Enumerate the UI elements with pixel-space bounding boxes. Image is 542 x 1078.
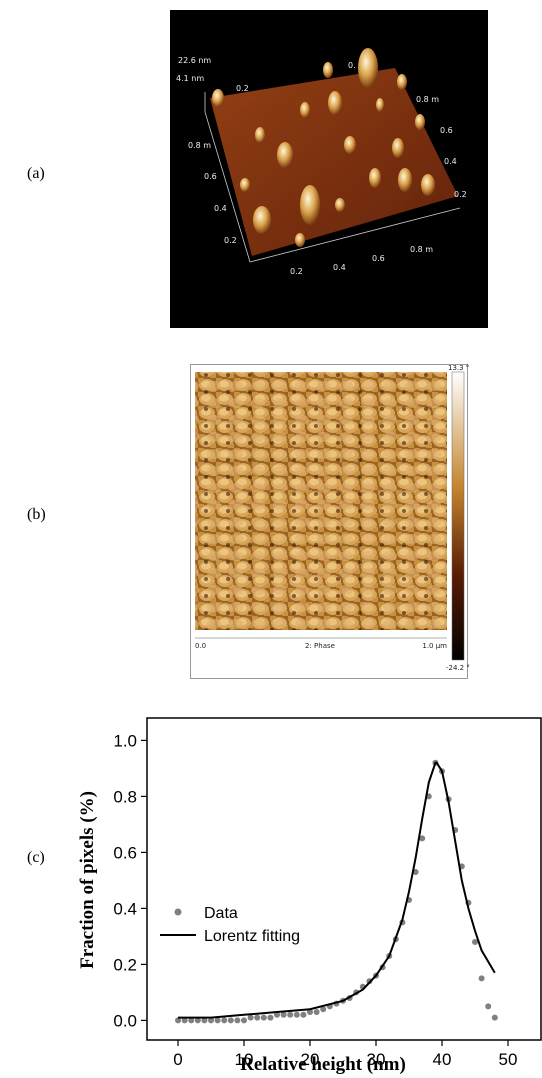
afm-3d-image: 22.6 nm 4.1 nm 0.8 m 0.6 0.4 0.2 0.2 0. … xyxy=(170,10,488,328)
x-end: 1.0 µm xyxy=(422,642,447,650)
chart: Relative height (nm) Fraction of pixels … xyxy=(77,718,541,1075)
axis-label: 0.2 xyxy=(236,84,249,93)
data-point xyxy=(267,1015,273,1021)
data-point xyxy=(241,1017,247,1023)
y-tick-label: 0.2 xyxy=(113,955,137,974)
legend-swatch xyxy=(175,909,182,916)
figure: (a) (b) (c) xyxy=(0,0,542,1078)
x-tick-label: 0 xyxy=(173,1050,182,1069)
panel-label: (b) xyxy=(27,506,46,523)
panel-label: (c) xyxy=(27,849,45,866)
channel: 2: Phase xyxy=(305,642,335,650)
legend-label: Lorentz fitting xyxy=(204,928,300,945)
data-point xyxy=(485,1003,491,1009)
axis-label: 0.2 xyxy=(290,267,303,276)
y-tick-label: 0.0 xyxy=(113,1011,137,1030)
axis-label: 0.4 xyxy=(444,157,457,166)
axis-label: 0.8 m xyxy=(188,141,211,150)
x-tick-label: 10 xyxy=(235,1050,254,1069)
axis-label: 0. xyxy=(348,61,356,70)
legend-label: Data xyxy=(204,905,238,922)
data-point xyxy=(300,1012,306,1018)
data-point xyxy=(215,1017,221,1023)
x-tick-label: 40 xyxy=(433,1050,452,1069)
scale-min: -24.2 ° xyxy=(446,664,470,672)
axis-label: 0.4 xyxy=(214,204,227,213)
data-point xyxy=(294,1012,300,1018)
axis-label: 0.6 xyxy=(440,126,453,135)
z-label: 4.1 nm xyxy=(176,74,204,83)
axis-label: 0.4 xyxy=(333,263,346,272)
data-point xyxy=(254,1015,260,1021)
data-point xyxy=(287,1012,293,1018)
axis-label: 0.2 xyxy=(454,190,467,199)
y-tick-label: 1.0 xyxy=(113,731,137,750)
data-point xyxy=(261,1015,267,1021)
axis-label: 0.8 m xyxy=(416,95,439,104)
data-point xyxy=(234,1017,240,1023)
afm-phase-image: 13.3 ° -24.2 ° 0.0 2: Phase 1.0 µm xyxy=(191,364,470,679)
data-point xyxy=(221,1017,227,1023)
y-axis-label: Fraction of pixels (%) xyxy=(77,791,98,969)
data-point xyxy=(281,1012,287,1018)
x-tick-label: 50 xyxy=(499,1050,518,1069)
y-tick-label: 0.8 xyxy=(113,787,137,806)
data-point xyxy=(248,1015,254,1021)
scale-max: 13.3 ° xyxy=(448,364,469,372)
data-point xyxy=(228,1017,234,1023)
y-tick-label: 0.4 xyxy=(113,899,137,918)
axis-label: 0.2 xyxy=(224,236,237,245)
axis-label: 0.6 xyxy=(372,254,385,263)
data-point xyxy=(492,1015,498,1021)
x-start: 0.0 xyxy=(195,642,206,650)
data-point xyxy=(314,1009,320,1015)
plot-frame xyxy=(147,718,541,1040)
axis-label: 0.6 xyxy=(204,172,217,181)
axis-label: 0.8 m xyxy=(410,245,433,254)
panel-label: (a) xyxy=(27,165,45,182)
data-point xyxy=(479,975,485,981)
x-tick-label: 30 xyxy=(367,1050,386,1069)
z-label: 22.6 nm xyxy=(178,56,211,65)
y-tick-label: 0.6 xyxy=(113,843,137,862)
x-tick-label: 20 xyxy=(301,1050,320,1069)
